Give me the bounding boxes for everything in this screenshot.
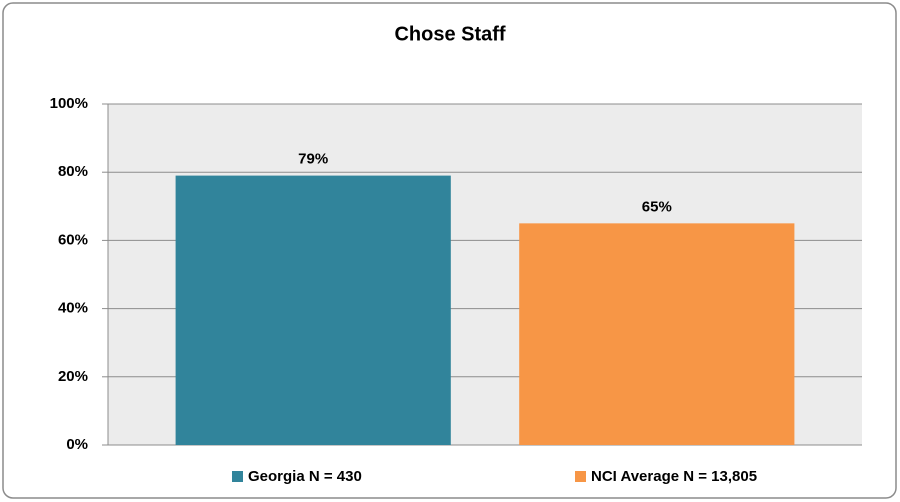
y-tick-label: 40% [58, 300, 88, 317]
data-label: 79% [298, 151, 328, 168]
chart-title: Chose Staff [394, 23, 505, 45]
legend-label: Georgia N = 430 [248, 468, 362, 485]
y-tick-label: 20% [58, 368, 88, 385]
legend-swatch [575, 471, 586, 482]
y-tick-label: 60% [58, 231, 88, 248]
y-tick-label: 100% [50, 95, 88, 112]
bar [175, 175, 451, 446]
bar [519, 223, 795, 445]
y-tick-label: 0% [66, 436, 88, 453]
y-tick-label: 80% [58, 163, 88, 180]
legend-label: NCI Average N = 13,805 [591, 468, 757, 485]
data-label: 65% [642, 198, 672, 215]
legend-swatch [232, 471, 243, 482]
